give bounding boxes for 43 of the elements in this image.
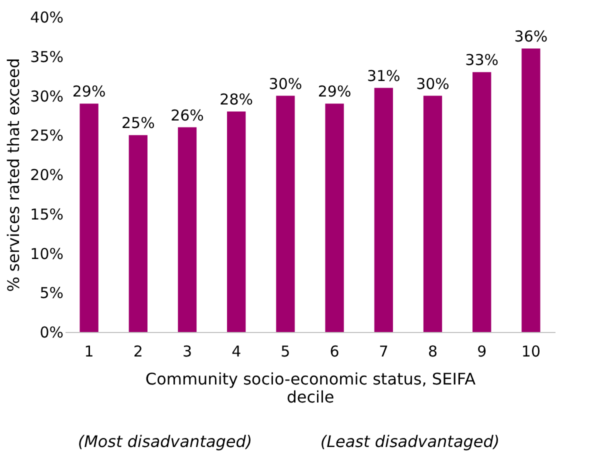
x-tick-label: 1 xyxy=(84,342,94,360)
data-label: 28% xyxy=(220,90,254,108)
x-tick-label: 7 xyxy=(378,342,388,360)
y-tick-label: 35% xyxy=(30,48,64,66)
y-tick-label: 0% xyxy=(40,324,64,342)
y-tick-label: 25% xyxy=(30,126,64,145)
y-tick-label: 30% xyxy=(30,87,64,106)
bar xyxy=(423,96,442,332)
text: (Most disadvantaged) xyxy=(78,432,252,451)
x-tick-label: 3 xyxy=(182,342,192,360)
bar xyxy=(128,135,148,332)
bar xyxy=(472,72,492,332)
x-tick-label: 6 xyxy=(330,342,340,360)
data-label: 29% xyxy=(318,82,352,101)
data-label: 33% xyxy=(465,51,499,70)
bar xyxy=(522,48,540,332)
y-tick-label: 40% xyxy=(30,8,64,26)
x-tick-label: 9 xyxy=(477,342,487,360)
bar xyxy=(80,104,98,332)
x-tick-label: 5 xyxy=(280,342,290,360)
x-tick-label: 10 xyxy=(521,342,540,360)
data-label: 30% xyxy=(268,74,302,93)
x-tick-label: 4 xyxy=(232,342,242,360)
x-tick-label: 8 xyxy=(428,342,438,360)
y-tick-label: 15% xyxy=(30,205,64,224)
y-axis-title: % services rated that exceed xyxy=(4,58,24,292)
data-label: 29% xyxy=(72,82,106,101)
y-tick-label: 20% xyxy=(30,166,64,184)
bar xyxy=(276,96,295,332)
data-label: 30% xyxy=(416,74,450,93)
bar xyxy=(227,112,246,332)
data-label: 25% xyxy=(121,114,155,132)
bar xyxy=(374,88,393,332)
text: (Least disadvantaged) xyxy=(320,432,500,451)
y-tick-label: 5% xyxy=(40,284,64,302)
data-label: 26% xyxy=(170,106,204,124)
bar xyxy=(178,127,197,332)
x-tick-label: 2 xyxy=(133,342,143,360)
bar xyxy=(325,104,344,332)
x-axis-title: Community socio-economic status, SEIFA decile xyxy=(145,370,476,406)
data-label: 36% xyxy=(514,28,548,46)
y-tick-label: 10% xyxy=(30,244,64,263)
data-label: 31% xyxy=(366,66,400,85)
